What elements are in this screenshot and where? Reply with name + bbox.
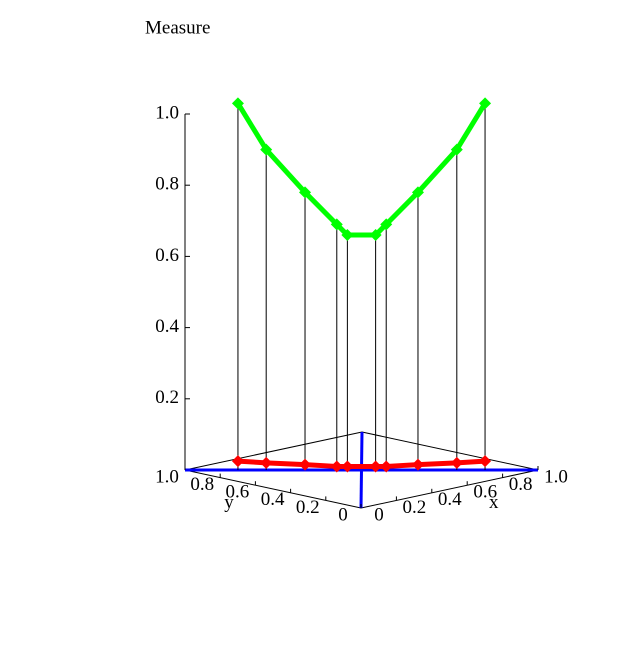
marker bbox=[231, 97, 244, 110]
y-tick-label: 0.2 bbox=[296, 497, 320, 518]
marker bbox=[380, 218, 393, 231]
marker bbox=[479, 455, 492, 468]
marker bbox=[380, 460, 393, 473]
marker bbox=[341, 229, 354, 242]
x-axis-label: x bbox=[489, 492, 499, 513]
marker bbox=[450, 456, 463, 469]
z-tick-label: 0.2 bbox=[155, 387, 179, 408]
z-tick-label: 1.0 bbox=[155, 102, 179, 123]
x-tick-label: 0.8 bbox=[509, 474, 533, 495]
marker bbox=[330, 460, 343, 473]
marker bbox=[341, 460, 354, 473]
floor-edge bbox=[361, 431, 539, 471]
marker bbox=[231, 455, 244, 468]
floor-edge bbox=[184, 431, 363, 471]
marker bbox=[479, 97, 492, 110]
floor-edge bbox=[360, 469, 539, 509]
y-axis-label: y bbox=[224, 492, 234, 513]
marker bbox=[450, 143, 463, 156]
floor-edge bbox=[184, 469, 362, 509]
y-tick-label: 0.8 bbox=[190, 474, 214, 495]
series-line bbox=[237, 458, 486, 469]
marker bbox=[260, 456, 273, 469]
floor-axis bbox=[359, 431, 364, 509]
chart-title: Measure bbox=[145, 17, 210, 38]
marker bbox=[411, 458, 424, 471]
x-tick-label: 1.0 bbox=[544, 466, 568, 487]
marker bbox=[369, 229, 382, 242]
marker bbox=[299, 186, 312, 199]
x-tick-label: 0.6 bbox=[473, 482, 497, 503]
marker bbox=[299, 458, 312, 471]
z-tick-label: 0.8 bbox=[155, 174, 179, 195]
z-tick-label: 0.6 bbox=[155, 245, 179, 266]
y-tick-label: 0.4 bbox=[261, 489, 285, 510]
series-line bbox=[235, 102, 488, 238]
y-tick-label: 1.0 bbox=[155, 466, 179, 487]
y-tick-label: 0 bbox=[338, 504, 348, 525]
x-tick-label: 0.4 bbox=[438, 489, 462, 510]
marker bbox=[411, 186, 424, 199]
z-tick-label: 0.4 bbox=[155, 316, 179, 337]
x-tick-label: 0 bbox=[374, 504, 384, 525]
marker bbox=[330, 218, 343, 231]
marker bbox=[260, 143, 273, 156]
x-tick-label: 0.2 bbox=[403, 497, 427, 518]
y-tick-label: 0.6 bbox=[226, 482, 250, 503]
marker bbox=[369, 460, 382, 473]
